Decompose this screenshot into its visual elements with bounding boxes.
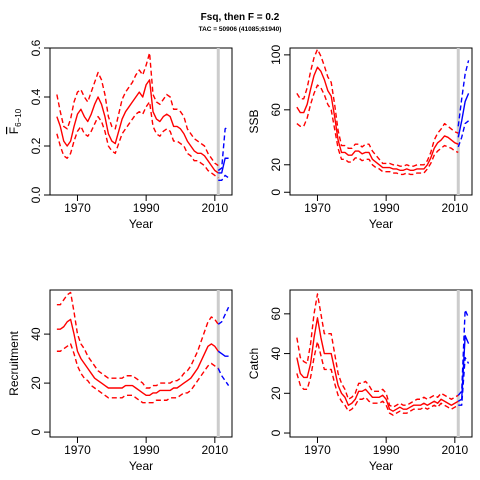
top-right-forecast-upper-line — [457, 60, 470, 127]
bottom-left-ytick-label: 20 — [29, 376, 43, 390]
top-left-ytick-label: 0.6 — [29, 39, 43, 56]
top-right-xtick-label: 2010 — [441, 201, 468, 215]
top-right-history-median-line — [296, 66, 459, 171]
bottom-left-xtick-label: 1990 — [133, 443, 160, 457]
panel-recruitment: 1970 1990 2010 Year 0 20 40 Recruitment — [7, 289, 233, 473]
top-right-ytick-label: 100 — [269, 45, 283, 65]
bottom-left-history-upper-line — [56, 291, 219, 389]
bottom-right-xtick-label: 1970 — [304, 443, 331, 457]
top-left-ylabel: F6−10 — [7, 108, 23, 134]
top-left-xtick-label: 2010 — [201, 201, 228, 215]
top-right-ylabel: SSB — [247, 109, 261, 133]
figure-subtitle: TAC = 50906 (41085;61940) — [199, 26, 282, 33]
bottom-left-ytick-label: 0 — [29, 428, 43, 435]
top-left-xtick-label: 1970 — [64, 201, 91, 215]
top-right-plot-frame — [289, 47, 473, 196]
figure-title: Fsq, then F = 0.2 — [201, 12, 280, 23]
bottom-right-xlabel: Year — [369, 459, 393, 473]
bottom-right-ytick-label: 0 — [269, 429, 283, 436]
panel-catch: 1970 1990 2010 Year 0 20 40 60 Catch — [247, 289, 473, 473]
top-left-forecast-median-line — [218, 157, 229, 174]
top-left-xlabel: Year — [129, 217, 153, 231]
panel-fbar: 1970 1990 2010 Year 0.0 0.2 0.4 0.6 F6−10 — [7, 39, 233, 231]
bottom-right-ytick-label: 40 — [269, 347, 283, 361]
top-right-ytick-label: 60 — [269, 103, 283, 117]
bottom-right-history-lower-line — [296, 340, 459, 416]
bottom-right-forecast-median-line — [457, 334, 470, 402]
bottom-left-history-lower-line — [56, 343, 219, 404]
bottom-left-forecast-median-line — [217, 350, 229, 357]
bottom-right-xtick-label: 2010 — [441, 443, 468, 457]
top-left-ytick-label: 0.4 — [29, 88, 43, 105]
top-left-xtick-label: 1990 — [133, 201, 160, 215]
top-left-forecast-upper-line — [217, 125, 229, 172]
bottom-right-xtick-label: 1990 — [373, 443, 400, 457]
top-right-xtick-label: 1970 — [304, 201, 331, 215]
bottom-right-ylabel: Catch — [247, 348, 261, 379]
bottom-right-forecast-upper-line — [457, 309, 470, 396]
top-left-history-lower-line — [56, 101, 219, 179]
bottom-left-plot-frame — [49, 289, 233, 438]
top-right-forecast-median-line — [457, 93, 470, 138]
bottom-left-xtick-label: 1970 — [64, 443, 91, 457]
top-right-xlabel: Year — [369, 217, 393, 231]
bottom-right-ytick-label: 60 — [269, 307, 283, 321]
top-right-xtick-label: 1990 — [373, 201, 400, 215]
bottom-left-history-median-line — [56, 318, 219, 397]
top-right-ytick-label: 20 — [269, 158, 283, 172]
top-left-ytick-label: 0.2 — [29, 137, 43, 154]
top-right-history-upper-line — [296, 48, 459, 167]
top-left-history-median-line — [56, 79, 219, 174]
top-right-forecast-lower-line — [457, 120, 470, 148]
bottom-left-forecast-lower-line — [217, 368, 230, 386]
bottom-left-ytick-label: 40 — [29, 327, 43, 341]
bottom-right-forecast-lower-line — [458, 356, 470, 406]
top-left-ylabel-subscript: 6−10 — [14, 108, 23, 127]
top-left-forecast-lower-line — [218, 174, 229, 181]
top-left-plot-frame — [49, 47, 233, 196]
bottom-left-ylabel: Recruitment — [7, 330, 21, 395]
panel-ssb: 1970 1990 2010 Year 0 20 60 100 SSB — [247, 45, 473, 231]
bottom-right-history-upper-line — [296, 293, 459, 408]
bottom-left-forecast-upper-line — [217, 306, 230, 325]
bottom-right-plot-frame — [289, 289, 473, 438]
bottom-left-xtick-label: 2010 — [201, 443, 228, 457]
bottom-left-xlabel: Year — [129, 459, 153, 473]
top-left-ytick-label: 0.0 — [29, 186, 43, 203]
top-right-history-lower-line — [296, 84, 459, 176]
bottom-right-history-median-line — [296, 317, 459, 412]
top-right-ytick-label: 0 — [269, 189, 283, 196]
bottom-right-ytick-label: 20 — [269, 386, 283, 400]
top-left-history-upper-line — [56, 52, 219, 167]
